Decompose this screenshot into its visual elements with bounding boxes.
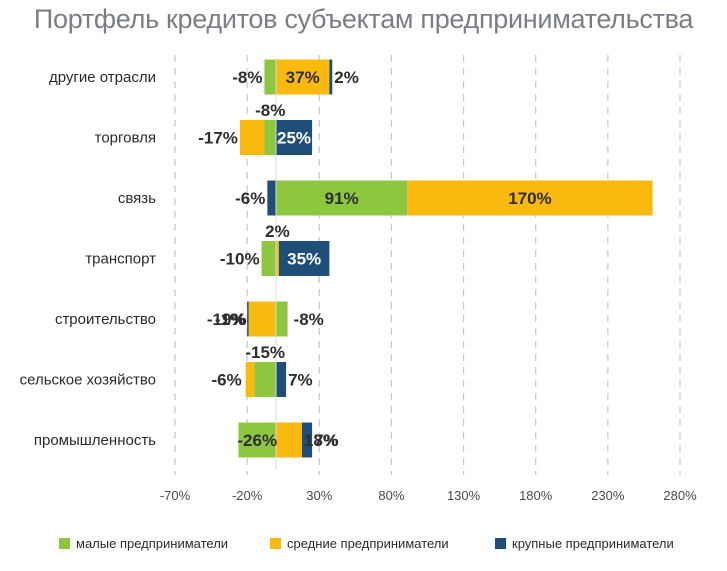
- category-label: другие отрасли: [49, 69, 156, 86]
- data-label: -17%: [198, 129, 238, 148]
- category-label: торговля: [95, 130, 156, 147]
- bar-small: [254, 362, 276, 397]
- category-label: сельское хозяйство: [20, 372, 156, 389]
- data-label: 2%: [334, 68, 359, 87]
- x-tick-label: -20%: [232, 488, 263, 503]
- bar-large: [329, 59, 333, 95]
- legend-label-medium: средние предприниматели: [287, 536, 449, 551]
- legend-item-medium: средние предприниматели: [270, 536, 449, 551]
- x-tick-label: -70%: [160, 488, 191, 503]
- bar-small: [264, 59, 276, 95]
- bar-medium: [276, 422, 302, 458]
- legend: малые предприниматели средние предприним…: [0, 536, 727, 558]
- data-label: -8%: [255, 101, 285, 120]
- bar-small: [276, 180, 408, 216]
- bar-medium: [276, 241, 279, 276]
- x-tick-label: 80%: [378, 488, 404, 503]
- data-label: -10%: [220, 250, 260, 269]
- data-label: -6%: [235, 189, 265, 208]
- x-tick-label: 280%: [663, 488, 697, 503]
- data-label: -6%: [211, 371, 241, 390]
- category-label: транспорт: [85, 251, 156, 268]
- data-label: 2%: [265, 222, 290, 241]
- legend-item-small: малые предприниматели: [59, 536, 228, 551]
- data-label: 25%: [277, 129, 311, 148]
- bar-small: [276, 301, 288, 337]
- category-label: связь: [118, 190, 156, 207]
- bar-medium: [407, 180, 653, 216]
- bar-large: [276, 362, 287, 397]
- x-tick-label: 30%: [306, 488, 332, 503]
- chart-title: Портфель кредитов субъектам предпринимат…: [33, 4, 694, 34]
- category-label: промышленность: [34, 432, 156, 449]
- data-label: -19%: [207, 310, 247, 329]
- data-label: -8%: [232, 68, 262, 87]
- bar-large: [267, 180, 276, 216]
- x-tick-label: 180%: [519, 488, 553, 503]
- x-tick-label: 130%: [447, 488, 481, 503]
- data-label: -1%: [215, 310, 245, 329]
- data-label: 7%: [314, 431, 339, 450]
- category-label: строительство: [55, 311, 156, 328]
- data-label: -8%: [294, 310, 324, 329]
- legend-swatch-large: [495, 538, 506, 549]
- legend-item-large: крупные предприниматели: [495, 536, 674, 551]
- data-label: 170%: [508, 189, 551, 208]
- bar-large: [301, 422, 313, 458]
- bar-small: [264, 120, 276, 155]
- x-tick-label: 230%: [591, 488, 625, 503]
- bar-large: [278, 241, 330, 276]
- data-label: 18%: [304, 431, 338, 450]
- data-label: 91%: [325, 189, 359, 208]
- bar-small: [238, 422, 276, 458]
- legend-label-large: крупные предприниматели: [512, 536, 674, 551]
- bar-medium: [248, 301, 276, 337]
- legend-swatch-small: [59, 538, 70, 549]
- legend-swatch-medium: [270, 538, 281, 549]
- data-label: 35%: [287, 250, 321, 269]
- bar-medium: [276, 59, 330, 95]
- data-label: -15%: [245, 343, 285, 362]
- bar-large: [247, 301, 249, 337]
- bar-medium: [245, 362, 255, 397]
- bar-large: [276, 120, 313, 155]
- bar-medium: [239, 120, 265, 155]
- legend-label-small: малые предприниматели: [76, 536, 229, 551]
- data-label: 37%: [286, 68, 320, 87]
- bar-small: [261, 241, 276, 276]
- data-label: -26%: [237, 431, 277, 450]
- data-label: 7%: [288, 371, 313, 390]
